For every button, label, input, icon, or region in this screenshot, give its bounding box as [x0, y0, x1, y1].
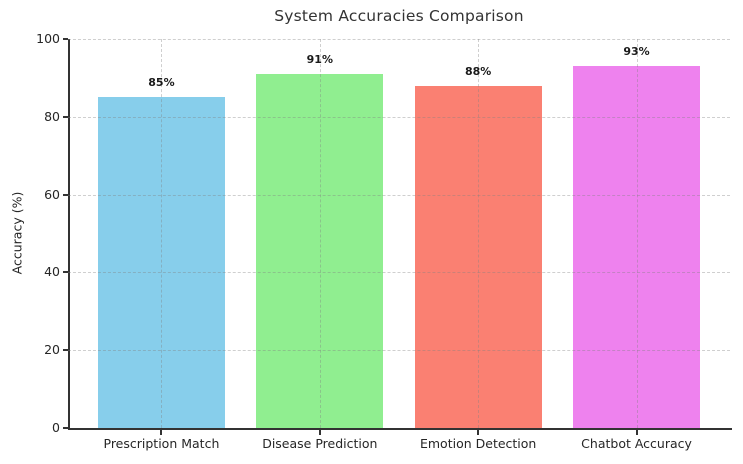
bar-value-label-2: 88% — [465, 64, 492, 78]
gridline-y-80 — [68, 116, 730, 118]
gridline-x-2 — [478, 39, 480, 428]
gridline-y-60 — [68, 194, 730, 196]
x-tick-label-0: Prescription Match — [103, 436, 220, 451]
bar-emotion-detection — [414, 85, 542, 428]
y-tick-label-60: 60 — [44, 186, 60, 202]
bar-value-label-1: 91% — [306, 53, 333, 66]
x-tick-mark-3 — [635, 430, 638, 435]
y-tick-mark-40 — [63, 271, 68, 274]
gridline-x-1 — [319, 39, 321, 428]
plot-area — [68, 39, 732, 430]
x-tick-mark-2 — [477, 430, 480, 435]
chart-title: System Accuracies Comparison — [274, 7, 524, 25]
gridline-y-100 — [68, 39, 730, 40]
y-tick-mark-80 — [63, 115, 68, 118]
y-tick-label-20: 20 — [44, 342, 60, 358]
x-tick-label-3: Chatbot Accuracy — [581, 436, 692, 451]
y-tick-mark-20 — [63, 349, 68, 352]
y-tick-mark-100 — [63, 38, 68, 40]
y-tick-label-80: 80 — [44, 108, 60, 124]
x-tick-mark-1 — [318, 430, 321, 435]
bar-prescription-match — [98, 97, 225, 428]
bar-disease-prediction — [256, 74, 384, 428]
bar-value-label-0: 85% — [148, 76, 175, 90]
y-tick-label-40: 40 — [44, 264, 60, 280]
y-tick-label-0: 0 — [52, 420, 60, 435]
x-tick-mark-0 — [160, 430, 163, 435]
gridline-y-20 — [68, 350, 730, 352]
bar-value-label-3: 93% — [623, 45, 650, 59]
gridline-y-40 — [68, 272, 730, 274]
gridline-x-3 — [636, 39, 638, 428]
y-tick-label-100: 100 — [36, 31, 60, 46]
y-tick-mark-60 — [63, 193, 68, 196]
y-tick-mark-0 — [63, 427, 68, 429]
x-tick-label-1: Disease Prediction — [262, 436, 378, 451]
y-axis-label: Accuracy (%) — [9, 191, 25, 275]
bar-chatbot-accuracy — [573, 66, 700, 428]
x-tick-label-2: Emotion Detection — [419, 436, 537, 451]
gridline-x-0 — [161, 39, 163, 428]
